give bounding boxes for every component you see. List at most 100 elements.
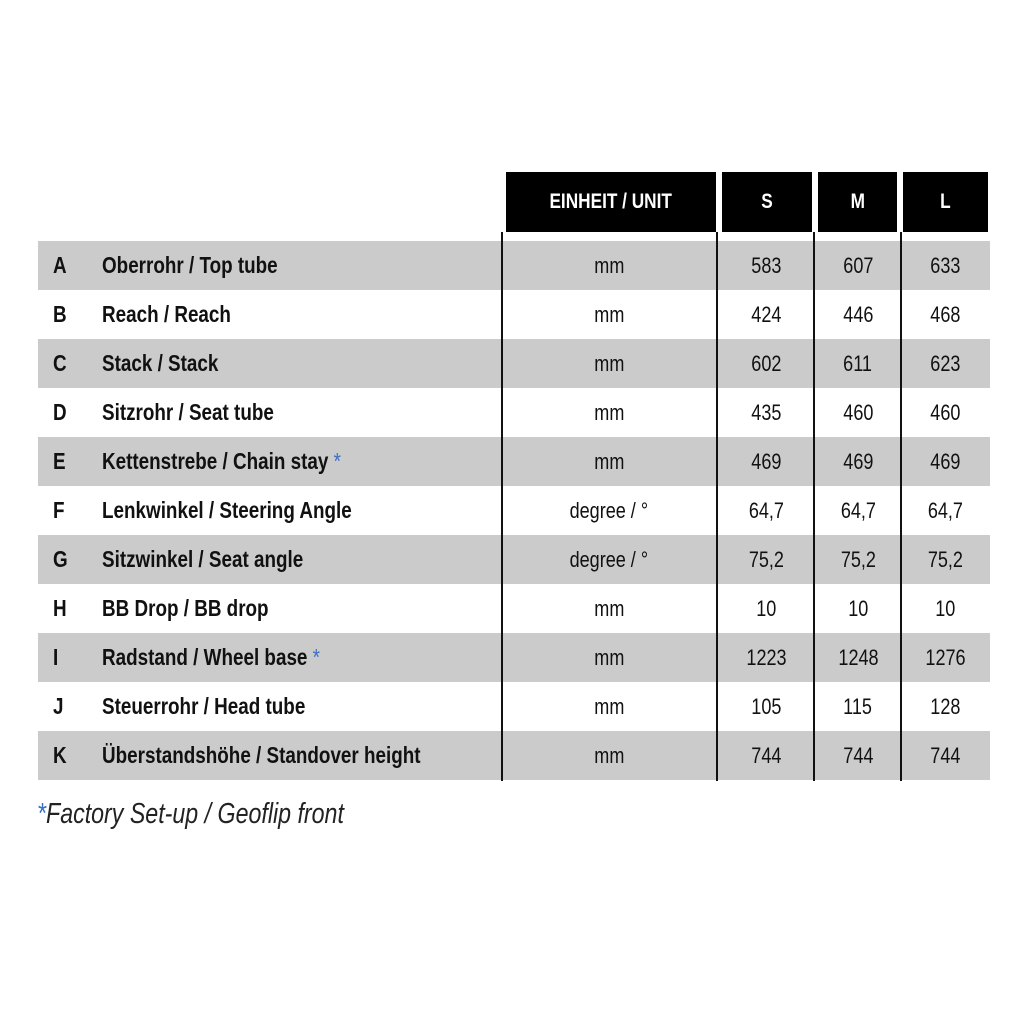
header-size-s: S bbox=[722, 172, 812, 232]
footnote-marker: * bbox=[312, 644, 321, 670]
row-value-l-text: 10 bbox=[935, 595, 956, 621]
row-unit-text: mm bbox=[593, 350, 625, 376]
header-unit: EINHEIT / UNIT bbox=[506, 172, 716, 232]
header-size-label: M bbox=[850, 190, 865, 213]
row-letter-text: C bbox=[53, 350, 67, 376]
row-label-text: Kettenstrebe / Chain stay * bbox=[102, 448, 341, 474]
row-letter: I bbox=[53, 633, 59, 682]
row-value-m-text: 744 bbox=[842, 742, 874, 768]
row-value-s-text: 1223 bbox=[745, 644, 787, 670]
row-value-l-text: 468 bbox=[930, 301, 961, 327]
row-letter: D bbox=[53, 388, 70, 437]
table-row: J Steuerrohr / Head tube mm 105 115 128 bbox=[38, 682, 990, 731]
row-value-l: 75,2 bbox=[902, 535, 989, 584]
row-value-m: 446 bbox=[815, 290, 901, 339]
row-letter: F bbox=[53, 486, 67, 535]
row-letter-text: A bbox=[53, 252, 67, 278]
row-value-s: 75,2 bbox=[718, 535, 814, 584]
row-value-s-text: 744 bbox=[750, 742, 782, 768]
row-letter: B bbox=[53, 290, 70, 339]
row-value-m-text: 460 bbox=[842, 399, 874, 425]
row-letter-text: G bbox=[53, 546, 68, 572]
table-row: B Reach / Reach mm 424 446 468 bbox=[38, 290, 990, 339]
row-label: Sitzwinkel / Seat angle bbox=[102, 535, 347, 584]
row-value-s-text: 435 bbox=[750, 399, 782, 425]
row-unit: degree / ° bbox=[502, 486, 716, 535]
row-letter: K bbox=[53, 731, 70, 780]
row-letter: A bbox=[53, 241, 70, 290]
row-unit: mm bbox=[502, 437, 716, 486]
row-value-l: 744 bbox=[902, 731, 989, 780]
row-value-s: 1223 bbox=[718, 633, 814, 682]
row-label: Stack / Stack bbox=[102, 339, 244, 388]
row-value-m: 64,7 bbox=[815, 486, 901, 535]
header-size-label: L bbox=[940, 190, 951, 213]
row-value-m-text: 1248 bbox=[837, 644, 879, 670]
row-value-m-text: 64,7 bbox=[840, 497, 876, 523]
row-unit: mm bbox=[502, 290, 716, 339]
row-value-s: 602 bbox=[718, 339, 814, 388]
row-value-s-text: 10 bbox=[755, 595, 777, 621]
row-label-text: Lenkwinkel / Steering Angle bbox=[102, 497, 352, 523]
row-unit: mm bbox=[502, 241, 716, 290]
row-value-l-text: 623 bbox=[930, 350, 961, 376]
row-value-s-text: 469 bbox=[750, 448, 782, 474]
row-letter-text: I bbox=[53, 644, 59, 670]
row-unit-text: mm bbox=[593, 742, 625, 768]
table-row: G Sitzwinkel / Seat angle degree / ° 75,2 75… bbox=[38, 535, 990, 584]
header-size-label: S bbox=[761, 190, 773, 213]
row-value-l: 1276 bbox=[902, 633, 989, 682]
table-row: I Radstand / Wheel base * mm 1223 1248 1276 bbox=[38, 633, 990, 682]
header-size-l: L bbox=[903, 172, 988, 232]
row-unit: mm bbox=[502, 682, 716, 731]
row-letter-text: H bbox=[53, 595, 67, 621]
row-unit-text: mm bbox=[593, 301, 625, 327]
row-label: Lenkwinkel / Steering Angle bbox=[102, 486, 407, 535]
row-letter: E bbox=[53, 437, 68, 486]
column-divider bbox=[813, 232, 815, 781]
row-value-m: 75,2 bbox=[815, 535, 901, 584]
row-value-m: 10 bbox=[815, 584, 901, 633]
row-letter-text: K bbox=[53, 742, 67, 768]
row-value-s: 105 bbox=[718, 682, 814, 731]
table-row: K Überstandshöhe / Standover height mm 744 7… bbox=[38, 731, 990, 780]
row-unit-text: mm bbox=[593, 399, 625, 425]
row-value-l-text: 128 bbox=[930, 693, 961, 719]
row-label-text: BB Drop / BB drop bbox=[102, 595, 269, 621]
row-value-m-text: 10 bbox=[847, 595, 869, 621]
row-label-text: Sitzwinkel / Seat angle bbox=[102, 546, 304, 572]
row-value-m: 744 bbox=[815, 731, 901, 780]
row-value-l-text: 460 bbox=[930, 399, 961, 425]
row-value-s: 469 bbox=[718, 437, 814, 486]
table-row: D Sitzrohr / Seat tube mm 435 460 460 bbox=[38, 388, 990, 437]
row-value-s: 435 bbox=[718, 388, 814, 437]
row-value-s-text: 75,2 bbox=[748, 546, 784, 572]
row-label-text: Steuerrohr / Head tube bbox=[102, 693, 306, 719]
row-value-l-text: 75,2 bbox=[927, 546, 964, 572]
row-value-s-text: 105 bbox=[750, 693, 782, 719]
row-value-s-text: 424 bbox=[750, 301, 782, 327]
row-label: Kettenstrebe / Chain stay * bbox=[102, 437, 393, 486]
row-value-l: 623 bbox=[902, 339, 989, 388]
row-value-s: 64,7 bbox=[718, 486, 814, 535]
column-divider bbox=[900, 232, 902, 781]
column-divider bbox=[716, 232, 718, 781]
row-value-m-text: 469 bbox=[842, 448, 874, 474]
row-value-m: 460 bbox=[815, 388, 901, 437]
row-letter: C bbox=[53, 339, 70, 388]
row-value-s: 10 bbox=[718, 584, 814, 633]
footnote-marker: * bbox=[37, 798, 47, 830]
header-unit-label: EINHEIT / UNIT bbox=[549, 190, 673, 213]
row-value-m: 115 bbox=[815, 682, 901, 731]
row-unit-text: degree / ° bbox=[569, 546, 649, 572]
row-value-s-text: 64,7 bbox=[748, 497, 784, 523]
row-value-l: 469 bbox=[902, 437, 989, 486]
row-value-l-text: 744 bbox=[930, 742, 961, 768]
row-unit: mm bbox=[502, 633, 716, 682]
row-unit: degree / ° bbox=[502, 535, 716, 584]
row-label-text: Überstandshöhe / Standover height bbox=[102, 742, 421, 768]
table-row: C Stack / Stack mm 602 611 623 bbox=[38, 339, 990, 388]
row-value-m-text: 75,2 bbox=[840, 546, 876, 572]
row-value-l-text: 64,7 bbox=[927, 497, 964, 523]
row-value-s: 424 bbox=[718, 290, 814, 339]
